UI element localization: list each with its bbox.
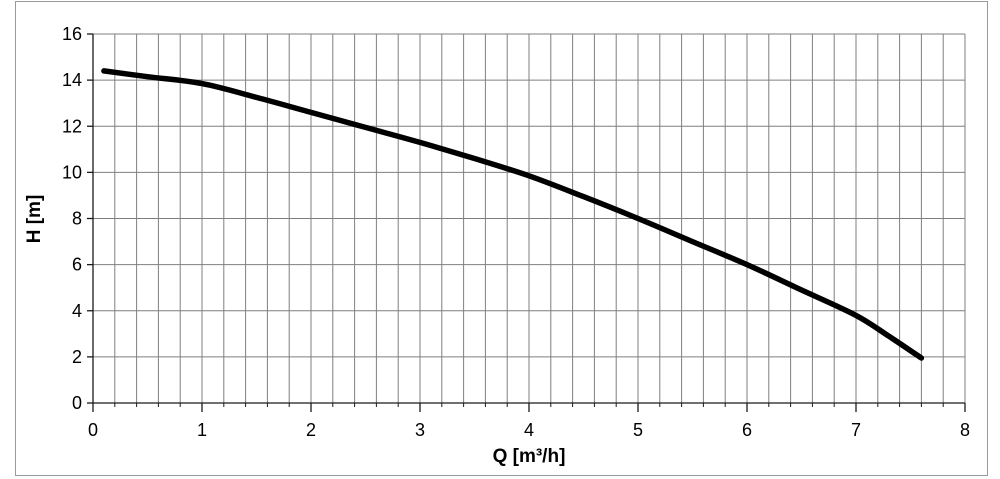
x-tick-label: 4 [524,420,534,440]
grid-layer [93,33,966,403]
y-tick-label: 14 [62,70,82,90]
x-tick-label: 2 [306,420,316,440]
y-tick-label: 16 [62,24,82,44]
x-tick-label: 8 [960,420,970,440]
y-tick-label: 4 [72,301,82,321]
y-tick-label: 2 [72,347,82,367]
tick-layer [87,33,966,412]
x-tick-label: 7 [851,420,861,440]
series-curve-pump-head-curve [101,68,925,361]
x-tick-label: 3 [415,420,425,440]
x-tick-label: 6 [742,420,752,440]
x-tick-label: 1 [197,420,207,440]
x-axis-title: Q [m³/h] [493,446,566,467]
y-tick-label: 12 [62,116,82,136]
y-tick-label: 0 [72,393,82,413]
x-tick-label: 5 [633,420,643,440]
series-layer [101,68,925,361]
y-tick-label: 6 [72,255,82,275]
x-tick-label: 0 [88,420,98,440]
y-axis-title: H [m] [24,195,45,244]
y-tick-label: 8 [72,209,82,229]
y-tick-label: 10 [62,162,82,182]
